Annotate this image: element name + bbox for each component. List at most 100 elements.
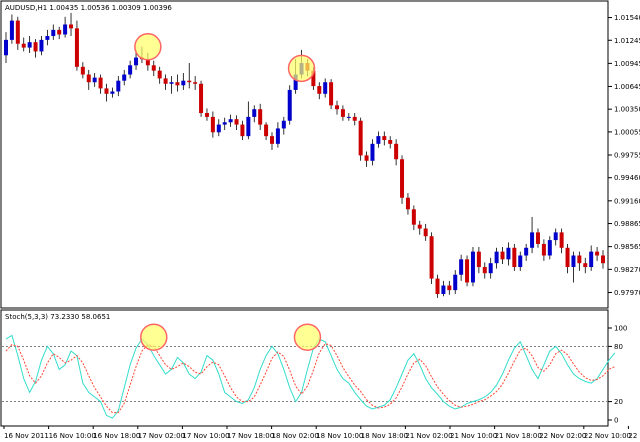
candle-body	[9, 20, 14, 40]
price-y-tick-label: 1.00055	[614, 128, 640, 136]
candle-body	[104, 88, 109, 94]
candle-body	[352, 116, 357, 121]
candle-body	[134, 57, 139, 66]
candle-body	[512, 247, 517, 268]
candle-body	[199, 83, 204, 114]
candle-body	[524, 247, 529, 256]
highlight-markers	[134, 33, 322, 351]
x-tick-label: 18 Nov 18:00	[361, 432, 408, 440]
candle-body	[193, 82, 198, 84]
candle-body	[287, 89, 292, 121]
candle-body	[571, 255, 576, 268]
candle-body	[51, 29, 56, 37]
candle-body	[382, 136, 387, 140]
candle-body	[482, 267, 487, 274]
stoch-highlight-circle	[140, 323, 168, 351]
candle-body	[559, 232, 564, 248]
candle-body	[335, 105, 340, 110]
candle-body	[346, 116, 351, 118]
candle-body	[340, 109, 345, 117]
candle-body	[269, 136, 274, 144]
price-y-tick-label: 1.00350	[614, 106, 640, 114]
candle-body	[494, 251, 499, 264]
candle-body	[583, 263, 588, 268]
stoch-y-tick-label: 20	[614, 398, 623, 406]
candle-body	[601, 255, 605, 264]
price-y-tick-label: 1.00645	[614, 83, 640, 91]
candle-body	[39, 39, 44, 52]
candle-body	[370, 143, 375, 161]
candle-body	[447, 285, 452, 291]
x-tick-label: 22 Nov 18:00	[628, 432, 640, 440]
candle-body	[116, 80, 121, 92]
x-tick-label: 18 Nov 02:00	[272, 432, 319, 440]
x-tick-label: 17 Nov 02:00	[138, 432, 185, 440]
candle-body	[69, 24, 74, 29]
candle-body	[429, 236, 434, 279]
candle-body	[435, 278, 440, 294]
candle-body	[57, 29, 62, 35]
candle-body	[565, 247, 570, 268]
candle-body	[264, 124, 269, 137]
candle-body	[530, 232, 535, 248]
candle-body	[21, 43, 26, 48]
candle-body	[63, 24, 68, 35]
candle-body	[553, 232, 558, 241]
candle-body	[323, 82, 328, 94]
price-y-tick-label: 0.97970	[614, 289, 640, 297]
candle-body	[441, 285, 446, 294]
candle-body	[589, 251, 594, 268]
candle-body	[157, 70, 162, 79]
candle-body	[394, 143, 399, 160]
candle-body	[358, 120, 363, 156]
candle-body	[317, 86, 322, 94]
candle-body	[246, 116, 251, 137]
x-tick-label: 18 Nov 10:00	[316, 432, 363, 440]
candle-body	[329, 82, 334, 106]
candle-body	[210, 116, 215, 133]
stoch-y-tick-label: 0	[614, 417, 618, 425]
price-highlight-circle	[287, 54, 316, 83]
candle-body	[577, 255, 582, 264]
x-tick-label: 21 Nov 02:00	[405, 432, 452, 440]
x-tick-label: 22 Nov 10:00	[584, 432, 631, 440]
candle-body	[240, 124, 245, 137]
x-tick-label: 22 Nov 02:00	[539, 432, 586, 440]
candle-body	[74, 28, 79, 67]
candle-body	[405, 197, 410, 210]
price-y-tick-label: 1.01245	[614, 37, 640, 45]
candle-body	[151, 65, 156, 71]
candle-body	[92, 77, 97, 83]
stoch-y-axis: 100 80 20 0	[608, 325, 627, 425]
stoch-level-lines	[2, 345, 607, 403]
candle-body	[595, 251, 600, 256]
candle-body	[465, 259, 470, 283]
candle-body	[98, 77, 103, 89]
stoch-series	[5, 334, 616, 419]
candle-body	[258, 109, 263, 125]
price-y-tick-label: 1.00945	[614, 60, 640, 68]
stoch-highlight-circle	[293, 323, 322, 351]
candle-body	[535, 232, 540, 244]
candle-body	[311, 70, 316, 87]
candle-body	[110, 91, 115, 94]
candle-body	[400, 159, 405, 198]
price-y-tick-label: 0.98865	[614, 220, 640, 228]
price-y-tick-label: 0.99755	[614, 152, 640, 160]
candle-body	[423, 228, 428, 237]
x-tick-label: 17 Nov 18:00	[227, 432, 274, 440]
candle-body	[518, 255, 523, 268]
candle-body	[222, 122, 227, 125]
candle-body	[459, 259, 464, 275]
candle-body	[488, 263, 493, 274]
x-tick-label: 17 Nov 10:00	[182, 432, 229, 440]
candle-body	[281, 120, 286, 129]
candle-body	[252, 109, 257, 117]
x-tick-label: 21 Nov 18:00	[495, 432, 542, 440]
candle-body	[470, 251, 475, 283]
stoch-title: Stoch(5,3,3) 73.2330 58.0651	[5, 313, 110, 321]
price-y-tick-label: 0.98565	[614, 243, 640, 251]
